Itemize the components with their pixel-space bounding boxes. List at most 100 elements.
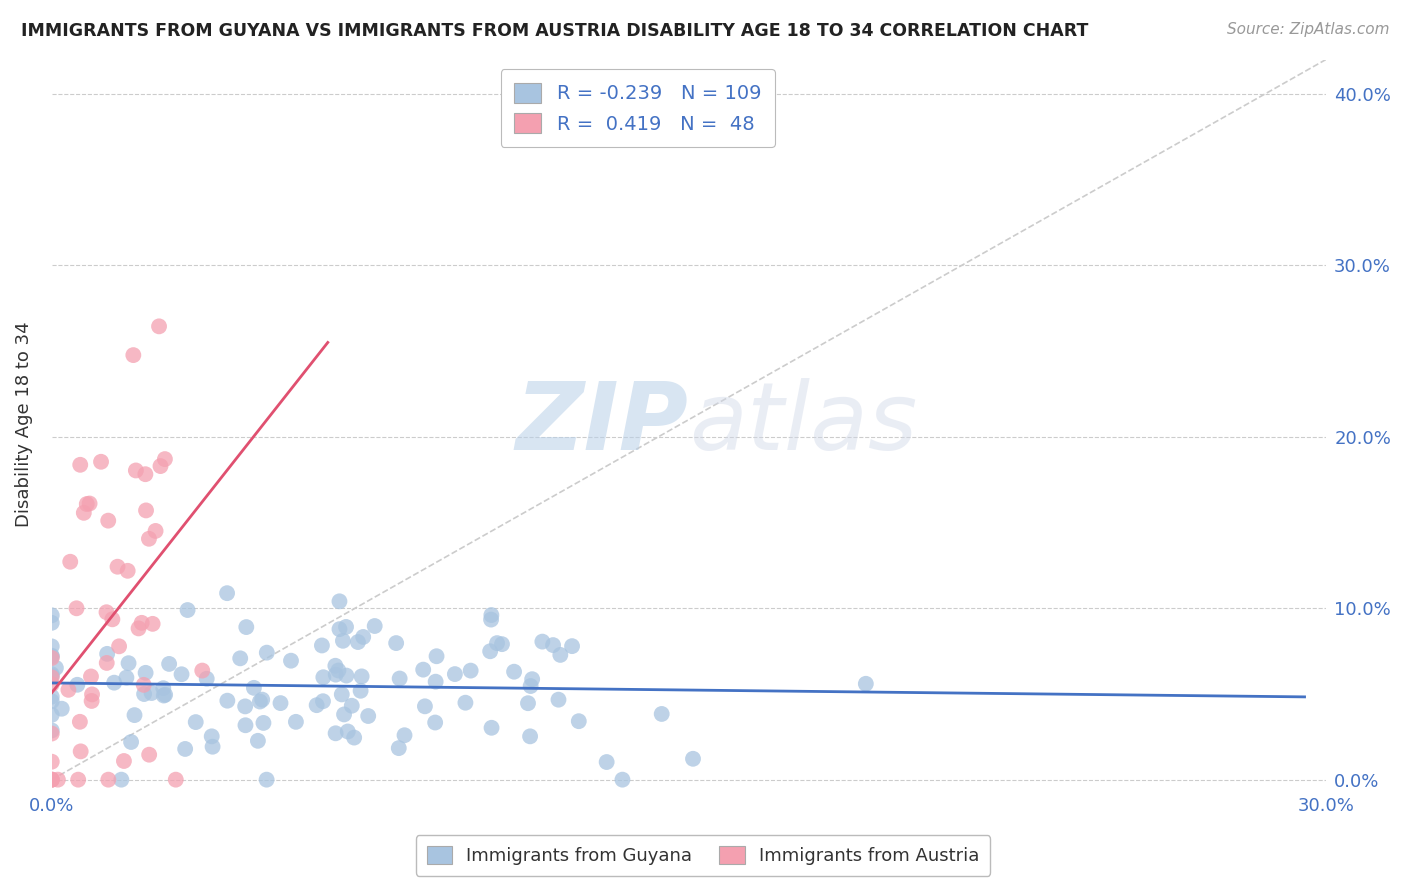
Point (138, 532, 160, 546)
Point (41, 651, 63, 665)
Point (333, 707, 356, 722)
Point (311, 639, 333, 653)
Point (125, 463, 148, 477)
Point (80, 687, 103, 701)
Point (336, 724, 359, 739)
Point (115, 671, 138, 685)
Point (149, 459, 172, 474)
Point (69, 714, 91, 729)
Point (325, 658, 347, 673)
Point (69, 458, 91, 472)
Point (201, 729, 224, 743)
Point (79, 496, 101, 510)
Point (41, 608, 63, 623)
Point (101, 612, 124, 626)
Point (412, 663, 434, 677)
Legend: Immigrants from Guyana, Immigrants from Austria: Immigrants from Guyana, Immigrants from … (416, 836, 990, 876)
Point (486, 636, 509, 650)
Point (122, 348, 145, 362)
Point (170, 667, 193, 681)
Point (454, 696, 477, 710)
Point (90, 455, 112, 469)
Point (41, 690, 63, 704)
Point (340, 698, 363, 713)
Point (503, 665, 526, 679)
Point (58, 682, 80, 697)
Point (235, 620, 257, 634)
Point (153, 452, 176, 467)
Point (252, 715, 274, 730)
Point (651, 706, 673, 721)
Point (51, 702, 73, 716)
Point (141, 686, 163, 700)
Point (425, 674, 447, 689)
Point (117, 656, 139, 670)
Point (142, 616, 165, 631)
Point (80, 694, 103, 708)
Point (201, 739, 224, 754)
Point (59, 555, 82, 569)
Point (217, 694, 239, 708)
Point (394, 728, 416, 742)
Point (312, 694, 335, 708)
Point (531, 634, 554, 648)
Point (243, 681, 266, 695)
Point (76, 497, 98, 511)
Point (388, 741, 411, 756)
Point (97, 772, 120, 787)
Text: IMMIGRANTS FROM GUYANA VS IMMIGRANTS FROM AUSTRIA DISABILITY AGE 18 TO 34 CORREL: IMMIGRANTS FROM GUYANA VS IMMIGRANTS FRO… (21, 22, 1088, 40)
Point (41, 649, 63, 664)
Point (195, 672, 218, 686)
Point (357, 709, 380, 723)
Point (612, 772, 634, 787)
Point (135, 503, 157, 517)
Point (153, 688, 176, 702)
Point (233, 699, 256, 714)
Point (270, 696, 292, 710)
Point (157, 657, 180, 671)
Point (41, 615, 63, 630)
Point (425, 715, 447, 730)
Point (135, 665, 157, 680)
Point (131, 615, 153, 630)
Point (41, 772, 63, 787)
Point (66, 678, 89, 692)
Point (41, 640, 63, 654)
Text: atlas: atlas (689, 378, 917, 469)
Point (41, 694, 63, 708)
Point (332, 633, 354, 648)
Point (364, 619, 387, 633)
Point (41, 648, 63, 663)
Point (41, 726, 63, 740)
Point (96, 656, 118, 670)
Point (235, 718, 257, 732)
Point (328, 594, 350, 608)
Point (541, 638, 564, 652)
Point (249, 694, 271, 708)
Point (41, 667, 63, 681)
Point (191, 664, 214, 678)
Point (682, 752, 704, 766)
Point (152, 681, 174, 696)
Point (45, 661, 67, 675)
Point (138, 747, 160, 762)
Point (174, 742, 197, 756)
Point (229, 651, 252, 665)
Point (107, 559, 129, 574)
Point (112, 754, 135, 768)
Point (103, 675, 125, 690)
Point (343, 731, 366, 745)
Point (41, 670, 63, 684)
Point (312, 670, 335, 684)
Point (97, 514, 120, 528)
Point (491, 637, 513, 651)
Point (347, 635, 370, 649)
Point (349, 683, 371, 698)
Point (547, 692, 569, 706)
Point (41, 669, 63, 683)
Point (460, 664, 482, 678)
Point (120, 735, 142, 749)
Point (41, 755, 63, 769)
Point (184, 715, 207, 730)
Point (305, 698, 328, 713)
